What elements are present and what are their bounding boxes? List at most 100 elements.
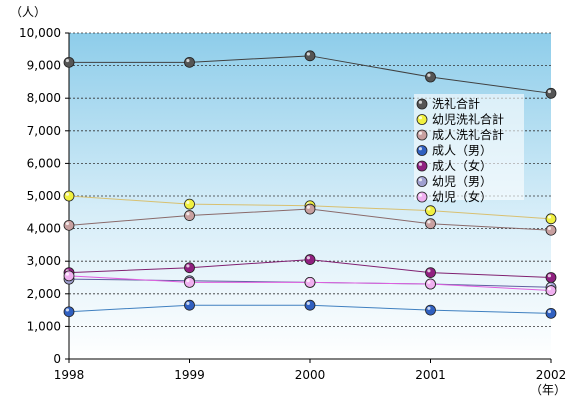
data-point-highlight bbox=[65, 308, 69, 312]
data-point-highlight bbox=[186, 200, 190, 204]
y-unit-label: （人） bbox=[10, 5, 46, 19]
legend-marker-highlight bbox=[418, 178, 422, 182]
legend-label: 幼児洗礼合計 bbox=[432, 112, 504, 127]
data-point-highlight bbox=[427, 207, 431, 211]
data-point-highlight bbox=[547, 215, 552, 219]
data-point bbox=[304, 50, 316, 62]
data-point bbox=[425, 267, 436, 279]
data-point bbox=[304, 276, 316, 288]
data-point bbox=[545, 213, 557, 225]
y-tick-label: 3,000 bbox=[27, 254, 61, 268]
data-point bbox=[545, 87, 557, 99]
data-point-highlight bbox=[186, 212, 190, 216]
y-tick-label: 4,000 bbox=[27, 222, 61, 236]
data-point bbox=[545, 224, 557, 236]
y-tick-label: 8,000 bbox=[27, 91, 61, 105]
data-point-highlight bbox=[427, 280, 431, 284]
legend-marker-highlight bbox=[418, 100, 422, 104]
legend-marker bbox=[416, 129, 428, 141]
data-point-highlight bbox=[65, 221, 69, 226]
x-tick-labels: 1998 1999 2000 2001 2002 bbox=[54, 368, 567, 382]
legend-marker bbox=[416, 160, 428, 172]
data-point bbox=[425, 218, 436, 230]
data-point bbox=[425, 278, 436, 290]
data-point-highlight bbox=[547, 226, 552, 231]
legend-label: 幼児（女） bbox=[432, 189, 492, 204]
data-point-highlight bbox=[306, 52, 310, 56]
data-point-highlight bbox=[65, 272, 69, 276]
data-point bbox=[63, 56, 75, 68]
y-tick-label: 6,000 bbox=[27, 156, 61, 170]
x-tick-label: 2002 bbox=[536, 368, 567, 382]
data-point bbox=[304, 299, 316, 311]
data-point bbox=[304, 254, 316, 265]
y-tick-label: 5,000 bbox=[27, 189, 61, 203]
data-point-highlight bbox=[547, 287, 552, 291]
data-point-highlight bbox=[186, 264, 190, 268]
data-point-highlight bbox=[186, 301, 190, 306]
data-point bbox=[425, 71, 436, 83]
legend-label: 成人洗礼合計 bbox=[432, 127, 504, 142]
data-point bbox=[63, 306, 75, 318]
data-point bbox=[63, 190, 75, 202]
data-point-highlight bbox=[65, 192, 69, 196]
data-point-highlight bbox=[547, 274, 552, 278]
data-point-highlight bbox=[427, 269, 431, 273]
legend-marker-highlight bbox=[418, 116, 422, 120]
legend-label: 幼児（男） bbox=[432, 175, 492, 189]
data-point bbox=[545, 307, 557, 319]
x-unit-label: （年） bbox=[530, 383, 566, 397]
data-point bbox=[184, 262, 195, 274]
data-point-highlight bbox=[427, 220, 431, 224]
data-point bbox=[184, 56, 195, 68]
legend-label: 成人（女） bbox=[432, 158, 492, 173]
data-point bbox=[184, 198, 195, 210]
data-point-highlight bbox=[186, 278, 190, 283]
data-point bbox=[184, 210, 195, 221]
data-point-highlight bbox=[427, 73, 431, 77]
y-tick-label: 0 bbox=[53, 352, 61, 366]
x-tick-label: 1998 bbox=[54, 368, 85, 382]
legend-marker bbox=[416, 176, 428, 187]
data-point-highlight bbox=[547, 89, 552, 94]
data-point bbox=[184, 299, 195, 311]
data-point bbox=[425, 205, 436, 217]
data-point bbox=[63, 219, 75, 231]
legend-marker bbox=[416, 114, 428, 125]
data-point-highlight bbox=[306, 301, 310, 306]
data-point-highlight bbox=[427, 306, 431, 310]
x-tick-label: 2000 bbox=[295, 368, 326, 382]
data-point-highlight bbox=[306, 205, 310, 209]
y-tick-label: 1,000 bbox=[27, 319, 61, 333]
data-point bbox=[184, 276, 195, 288]
data-point-highlight bbox=[186, 58, 190, 63]
legend-label: 洗礼合計 bbox=[432, 96, 480, 111]
y-tick-labels: 0 1,000 2,000 3,000 4,000 5,000 6,000 7,000 8,00… bbox=[19, 26, 61, 366]
data-point-highlight bbox=[65, 58, 69, 63]
data-point bbox=[545, 285, 557, 296]
legend-marker bbox=[416, 145, 428, 156]
y-tick-label: 7,000 bbox=[27, 124, 61, 138]
legend-marker-highlight bbox=[418, 147, 422, 151]
series-group bbox=[63, 50, 557, 319]
y-tick-label: 9,000 bbox=[27, 59, 61, 73]
y-tick-label: 10,000 bbox=[19, 26, 61, 40]
data-point-highlight bbox=[547, 309, 552, 314]
y-tick-label: 2,000 bbox=[27, 287, 61, 301]
data-point bbox=[425, 304, 436, 316]
legend-marker bbox=[416, 191, 428, 203]
data-point-highlight bbox=[306, 256, 310, 260]
legend-label: 成人（男） bbox=[432, 144, 492, 158]
data-point-highlight bbox=[306, 278, 310, 283]
legend-marker-highlight bbox=[418, 193, 422, 197]
legend-marker-highlight bbox=[418, 162, 422, 166]
x-tick-label: 1999 bbox=[174, 368, 205, 382]
data-point bbox=[304, 203, 316, 215]
legend-box bbox=[414, 94, 524, 200]
legend-marker-highlight bbox=[418, 131, 422, 135]
legend-marker bbox=[416, 98, 428, 110]
data-point bbox=[63, 270, 75, 282]
data-point bbox=[545, 272, 557, 283]
